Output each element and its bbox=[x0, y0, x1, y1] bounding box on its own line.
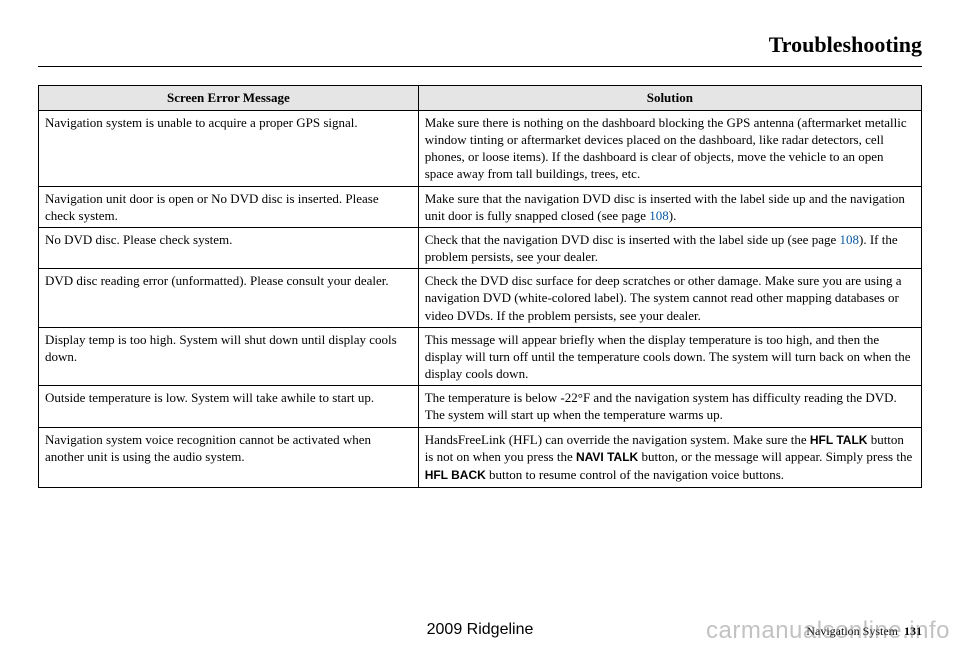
page-title: Troubleshooting bbox=[38, 32, 922, 58]
cell-error-message: Navigation system voice recognition cann… bbox=[39, 427, 419, 487]
cell-error-message: No DVD disc. Please check system. bbox=[39, 227, 419, 268]
button-label: HFL BACK bbox=[425, 468, 486, 482]
cell-error-message: DVD disc reading error (unformatted). Pl… bbox=[39, 269, 419, 327]
cell-error-message: Navigation unit door is open or No DVD d… bbox=[39, 186, 419, 227]
table-row: DVD disc reading error (unformatted). Pl… bbox=[39, 269, 922, 327]
cell-error-message: Outside temperature is low. System will … bbox=[39, 386, 419, 427]
solution-text: button to resume control of the navigati… bbox=[486, 467, 784, 482]
cell-error-message: Navigation system is unable to acquire a… bbox=[39, 111, 419, 187]
table-row: Outside temperature is low. System will … bbox=[39, 386, 922, 427]
cell-solution: The temperature is below -22°F and the n… bbox=[418, 386, 921, 427]
page-link[interactable]: 108 bbox=[649, 208, 669, 223]
cell-solution: Check the DVD disc surface for deep scra… bbox=[418, 269, 921, 327]
solution-text: HandsFreeLink (HFL) can override the nav… bbox=[425, 432, 810, 447]
solution-text: ). bbox=[669, 208, 677, 223]
table-row: Navigation system voice recognition cann… bbox=[39, 427, 922, 487]
cell-solution: This message will appear briefly when th… bbox=[418, 327, 921, 385]
table-row: Display temp is too high. System will sh… bbox=[39, 327, 922, 385]
solution-text: Check that the navigation DVD disc is in… bbox=[425, 232, 840, 247]
header-error-message: Screen Error Message bbox=[39, 86, 419, 111]
footer-page-number: 131 bbox=[904, 624, 922, 638]
cell-solution: Check that the navigation DVD disc is in… bbox=[418, 227, 921, 268]
title-rule bbox=[38, 66, 922, 67]
button-label: NAVI TALK bbox=[576, 450, 638, 464]
table-row: Navigation unit door is open or No DVD d… bbox=[39, 186, 922, 227]
troubleshooting-table: Screen Error Message Solution Navigation… bbox=[38, 85, 922, 488]
header-solution: Solution bbox=[418, 86, 921, 111]
table-row: No DVD disc. Please check system. Check … bbox=[39, 227, 922, 268]
cell-error-message: Display temp is too high. System will sh… bbox=[39, 327, 419, 385]
page-link[interactable]: 108 bbox=[840, 232, 860, 247]
cell-solution: Make sure that the navigation DVD disc i… bbox=[418, 186, 921, 227]
footer-section-label: Navigation System bbox=[806, 624, 898, 638]
button-label: HFL TALK bbox=[810, 433, 868, 447]
cell-solution: Make sure there is nothing on the dashbo… bbox=[418, 111, 921, 187]
cell-solution: HandsFreeLink (HFL) can override the nav… bbox=[418, 427, 921, 487]
footer-section-page: Navigation System 131 bbox=[806, 624, 922, 639]
table-header-row: Screen Error Message Solution bbox=[39, 86, 922, 111]
solution-text: button, or the message will appear. Simp… bbox=[638, 449, 912, 464]
table-row: Navigation system is unable to acquire a… bbox=[39, 111, 922, 187]
